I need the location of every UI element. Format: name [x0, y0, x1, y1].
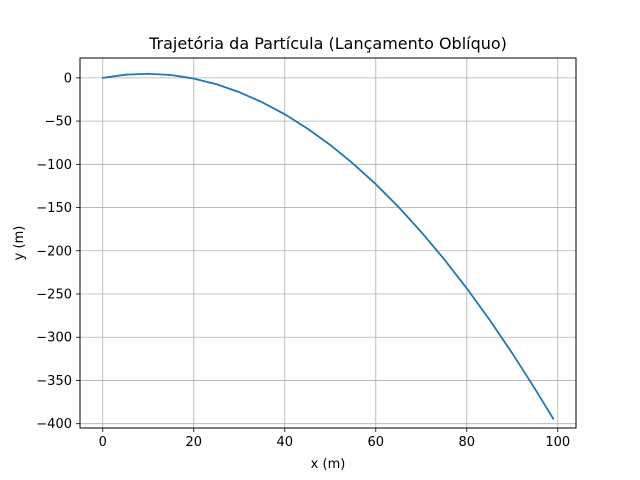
series-layer: [101, 72, 555, 420]
y-tick-label: −400: [36, 417, 72, 432]
trajectory-line: [101, 72, 555, 420]
y-tick-label: −250: [36, 288, 72, 303]
x-axis-label: x (m): [311, 457, 346, 472]
y-tick-label: −150: [36, 201, 72, 216]
y-tick-label: −200: [36, 244, 72, 259]
y-tick-label: −100: [36, 158, 72, 173]
tick-marks: 0 20 40 60 80 100 0 −50 −100 −150 −200 −250 −300 −350…: [36, 71, 570, 450]
y-tick-label: −350: [36, 374, 72, 389]
x-tick-label: 100: [545, 435, 570, 450]
x-tick-label: 20: [185, 435, 202, 450]
y-tick-label: −50: [45, 115, 72, 130]
x-tick-label: 80: [459, 435, 476, 450]
x-tick-label: 40: [276, 435, 293, 450]
x-tick-label: 60: [368, 435, 385, 450]
plot-frame: [79, 57, 577, 429]
x-tick-label: 0: [99, 435, 107, 450]
y-axis-label: y (m): [12, 226, 27, 261]
y-tick-label: 0: [64, 71, 72, 86]
y-tick-label: −300: [36, 331, 72, 346]
chart-title: Trajetória da Partícula (Lançamento Oblí…: [148, 34, 507, 53]
grid-lines: [80, 58, 576, 428]
